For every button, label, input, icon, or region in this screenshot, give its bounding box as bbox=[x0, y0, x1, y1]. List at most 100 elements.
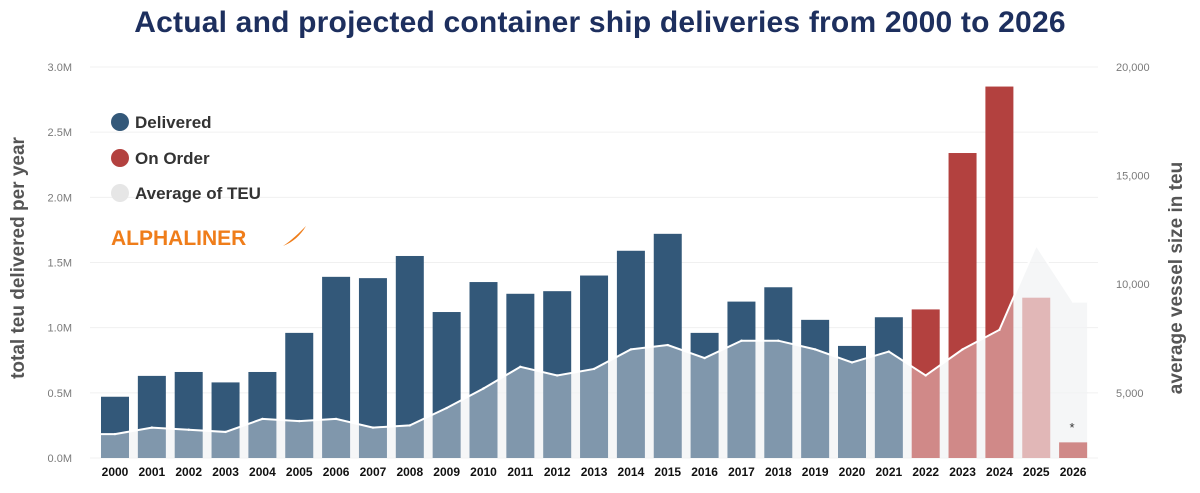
average-teu-point-2011 bbox=[519, 365, 522, 368]
average-teu-point-2021 bbox=[887, 350, 891, 353]
legend: Delivered On Order Average of TEU bbox=[111, 113, 261, 203]
average-teu-point-2009 bbox=[445, 406, 448, 410]
x-tick-label-2007: 2007 bbox=[360, 465, 387, 479]
average-teu-point-2024 bbox=[998, 328, 1001, 332]
bar-delivered-2013 bbox=[580, 275, 609, 458]
x-tick-label-2010: 2010 bbox=[470, 465, 497, 479]
bar-delivered-2009 bbox=[432, 312, 461, 458]
legend-average-swatch bbox=[111, 184, 129, 202]
average-teu-point-2023 bbox=[961, 348, 964, 351]
average-teu-point-2002 bbox=[187, 428, 190, 431]
x-tick-label-2006: 2006 bbox=[323, 465, 350, 479]
bar-delivered-2011 bbox=[506, 293, 535, 458]
x-axis-ticks: 2000 2001 2002 2003 2004 2005 2006 2007 2008 2009… bbox=[102, 465, 1087, 479]
y2-axis-title: average vessel size in teu bbox=[1166, 162, 1187, 394]
average-teu-point-2015 bbox=[666, 343, 669, 347]
x-tick-label-2018: 2018 bbox=[765, 465, 792, 479]
average-teu-point-2010 bbox=[482, 387, 485, 390]
bar-delivered-2003 bbox=[211, 382, 240, 458]
x-tick-label-2021: 2021 bbox=[875, 465, 902, 479]
bar-delivered-2001 bbox=[137, 375, 166, 458]
average-teu-overlay bbox=[101, 243, 1088, 458]
x-tick-label-2022: 2022 bbox=[912, 465, 939, 479]
y2-tick-label: 15,000 bbox=[1116, 171, 1150, 183]
legend-delivered-swatch bbox=[111, 113, 129, 131]
y2-tick-label: 20,000 bbox=[1116, 62, 1150, 74]
alphaliner-logo: ALPHALINER bbox=[111, 226, 306, 250]
legend-on-order-label: On Order bbox=[135, 149, 210, 168]
x-tick-label-2001: 2001 bbox=[138, 465, 165, 479]
average-teu-point-2004 bbox=[261, 417, 264, 421]
bar-delivered-2000 bbox=[101, 396, 129, 458]
bar-delivered-2020 bbox=[838, 345, 866, 458]
y-tick-label: 2.5M bbox=[48, 127, 72, 139]
x-tick-label-2009: 2009 bbox=[433, 465, 460, 479]
y-tick-label: 1.0M bbox=[48, 323, 72, 335]
chart-title: Actual and projected container ship deli… bbox=[134, 6, 1066, 39]
bar-delivered-2002 bbox=[174, 371, 203, 458]
bar-on-order-2022 bbox=[911, 309, 940, 458]
x-tick-label-2014: 2014 bbox=[618, 465, 645, 479]
bar-delivered-2010 bbox=[469, 282, 498, 458]
average-teu-overlay-fill bbox=[101, 245, 1088, 458]
average-teu-point-2007 bbox=[371, 426, 375, 429]
average-teu-point-2000 bbox=[113, 432, 117, 436]
average-teu-point-2022 bbox=[924, 374, 927, 377]
x-tick-label-2024: 2024 bbox=[986, 465, 1013, 479]
alphaliner-swoosh-icon bbox=[283, 226, 306, 246]
y2-tick-label: 10,000 bbox=[1116, 279, 1150, 291]
footnote-marker: * bbox=[1069, 420, 1074, 435]
x-tick-label-2025: 2025 bbox=[1023, 465, 1050, 479]
average-teu-point-2005 bbox=[298, 419, 301, 423]
x-tick-label-2005: 2005 bbox=[286, 465, 313, 479]
x-tick-label-2017: 2017 bbox=[728, 465, 755, 479]
bar-on-order-2024 bbox=[985, 86, 1014, 459]
average-teu-point-2020 bbox=[850, 361, 854, 364]
alphaliner-logo-text: ALPHALINER bbox=[111, 227, 246, 250]
legend-on-order-swatch bbox=[111, 149, 129, 167]
bar-delivered-2018 bbox=[764, 287, 793, 458]
average-teu-point-2018 bbox=[777, 339, 780, 342]
bar-group bbox=[101, 86, 1088, 459]
y-tick-label: 0.0M bbox=[48, 453, 72, 465]
y2-tick-label: 5,000 bbox=[1116, 388, 1144, 400]
x-tick-label-2015: 2015 bbox=[654, 465, 681, 479]
y-tick-label: 2.0M bbox=[48, 192, 72, 204]
x-tick-label-2019: 2019 bbox=[802, 465, 829, 479]
x-tick-label-2003: 2003 bbox=[212, 465, 239, 479]
average-teu-point-2006 bbox=[334, 417, 338, 421]
average-teu-point-2001 bbox=[150, 426, 154, 429]
x-tick-label-2013: 2013 bbox=[581, 465, 608, 479]
legend-average-label: Average of TEU bbox=[135, 184, 261, 203]
x-tick-label-2012: 2012 bbox=[544, 465, 571, 479]
y-axis-title: total teu delivered per year bbox=[8, 136, 29, 378]
average-teu-point-2025 bbox=[1035, 243, 1038, 247]
average-teu-point-2026 bbox=[1071, 300, 1075, 303]
bar-delivered-2021 bbox=[874, 317, 903, 458]
bar-delivered-2006 bbox=[322, 276, 351, 458]
legend-delivered-label: Delivered bbox=[135, 113, 212, 132]
average-teu-point-2014 bbox=[629, 348, 633, 351]
x-tick-label-2023: 2023 bbox=[949, 465, 976, 479]
average-teu-point-2017 bbox=[740, 339, 743, 342]
bar-delivered-2017 bbox=[727, 301, 756, 458]
y-tick-label: 0.5M bbox=[48, 388, 72, 400]
bar-delivered-2005 bbox=[285, 332, 314, 458]
average-teu-point-2013 bbox=[592, 367, 596, 371]
x-tick-label-2026: 2026 bbox=[1060, 465, 1087, 479]
x-tick-label-2000: 2000 bbox=[102, 465, 129, 479]
bar-delivered-2019 bbox=[801, 319, 830, 458]
y-tick-label: 3.0M bbox=[48, 62, 72, 74]
y-tick-label: 1.5M bbox=[48, 258, 72, 270]
x-tick-label-2020: 2020 bbox=[839, 465, 866, 479]
bar-on-order-2023 bbox=[948, 153, 977, 458]
bar-delivered-2004 bbox=[248, 371, 277, 458]
x-tick-label-2011: 2011 bbox=[507, 465, 533, 479]
average-teu-point-2003 bbox=[224, 430, 227, 434]
average-teu-point-2016 bbox=[703, 356, 706, 360]
x-tick-label-2004: 2004 bbox=[249, 465, 276, 479]
bar-on-order-2025 bbox=[1022, 297, 1051, 458]
y2-axis-ticks: 5,000 10,000 15,000 20,000 bbox=[1116, 62, 1150, 400]
average-teu-point-2019 bbox=[813, 348, 817, 351]
